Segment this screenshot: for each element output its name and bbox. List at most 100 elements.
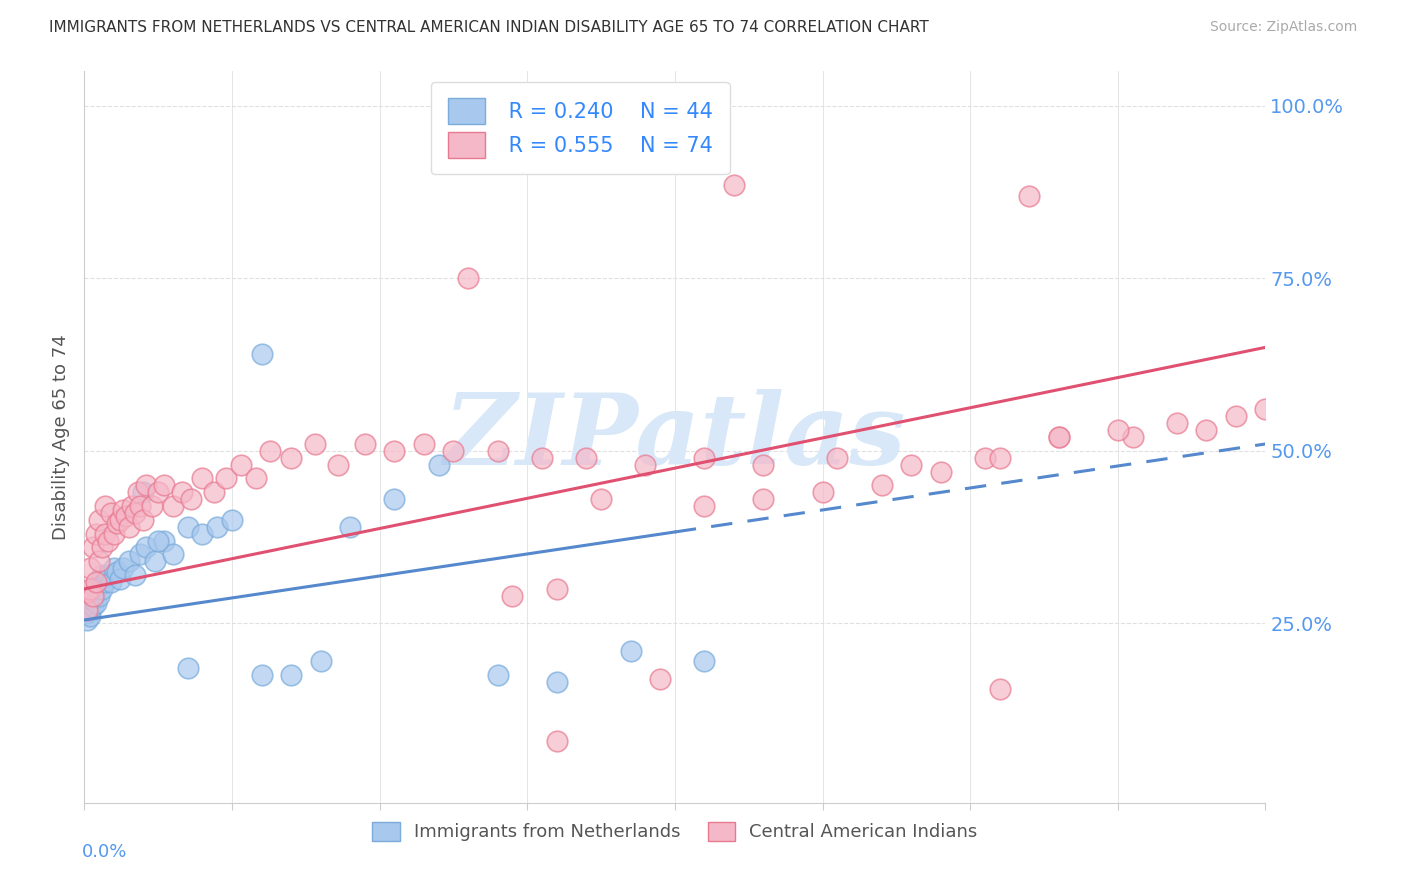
Point [76,602,98,616]
Point [124,568,146,582]
Point [162,499,184,513]
Point [177,661,200,675]
Point [141,499,163,513]
Point [180,492,202,507]
Point [87,513,111,527]
Point [900,458,922,472]
Point [215,471,238,485]
Point [82,589,104,603]
Point [94,574,117,589]
Point [221,513,243,527]
Y-axis label: Disability Age 65 to 74: Disability Age 65 to 74 [52,334,70,540]
Point [229,458,252,472]
Point [84,582,107,596]
Point [103,526,125,541]
Point [207,520,229,534]
Point [132,513,155,527]
Point [91,582,114,596]
Point [153,478,176,492]
Point [87,554,111,568]
Text: ZIPatlas: ZIPatlas [444,389,905,485]
Point [121,499,143,513]
Point [382,492,406,507]
Point [148,485,170,500]
Point [100,574,122,589]
Point [84,526,107,541]
Point [191,526,214,541]
Point [354,437,377,451]
Point [443,133,465,147]
Point [693,499,716,513]
Point [129,548,152,562]
Point [191,471,214,485]
Point [457,271,479,285]
Point [693,450,716,465]
Point [108,513,131,527]
Point [94,526,117,541]
Point [634,458,657,472]
Point [114,509,136,524]
Point [443,443,465,458]
Point [97,568,120,582]
Point [108,572,131,586]
Point [575,450,598,465]
Point [94,499,117,513]
Point [280,668,302,682]
Point [531,450,554,465]
Point [79,582,101,596]
Point [82,592,104,607]
Point [280,450,302,465]
Point [84,596,107,610]
Point [870,478,893,492]
Point [304,437,326,451]
Point [1047,430,1070,444]
Point [79,609,101,624]
Point [413,437,436,451]
Point [250,668,273,682]
Point [91,541,114,555]
Point [1225,409,1247,424]
Point [309,654,332,668]
Point [723,178,745,193]
Text: 0.0%: 0.0% [82,843,127,861]
Point [127,485,149,500]
Point [620,644,643,658]
Point [135,478,157,492]
Point [328,458,350,472]
Point [143,554,166,568]
Point [427,458,450,472]
Point [811,485,834,500]
Point [79,561,101,575]
Point [84,574,107,589]
Point [988,681,1011,696]
Point [591,492,613,507]
Point [132,485,155,500]
Point [1018,188,1040,202]
Point [135,541,157,555]
Point [79,602,101,616]
Point [87,574,111,589]
Point [111,561,134,575]
Point [988,450,1011,465]
Point [546,733,568,747]
Point [650,672,672,686]
Text: IMMIGRANTS FROM NETHERLANDS VS CENTRAL AMERICAN INDIAN DISABILITY AGE 65 TO 74 C: IMMIGRANTS FROM NETHERLANDS VS CENTRAL A… [49,20,929,35]
Legend: Immigrants from Netherlands, Central American Indians: Immigrants from Netherlands, Central Ame… [366,814,984,848]
Point [1122,430,1144,444]
Point [100,506,122,520]
Point [250,347,273,361]
Point [111,502,134,516]
Point [82,541,104,555]
Point [76,613,98,627]
Point [486,443,509,458]
Point [103,561,125,575]
Point [129,499,152,513]
Point [105,516,128,531]
Point [153,533,176,548]
Point [76,585,98,599]
Point [148,533,170,548]
Point [245,471,267,485]
Point [118,554,141,568]
Text: Source: ZipAtlas.com: Source: ZipAtlas.com [1209,20,1357,34]
Point [546,582,568,596]
